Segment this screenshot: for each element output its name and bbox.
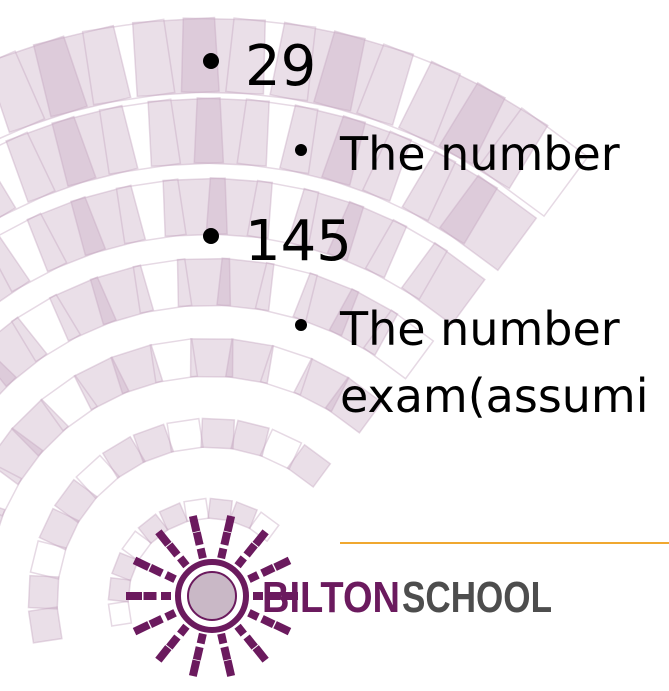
emblem-dash [197,633,207,645]
emblem-dash [164,609,176,621]
emblem-dash [144,592,157,600]
emblem-lion [188,572,236,620]
emblem-dash [133,557,151,571]
emblem-dash [166,542,180,557]
bullet-dot [203,53,219,69]
emblem-dash [189,660,200,677]
emblem-dash [224,515,235,532]
emblem-dash [217,548,227,560]
emblem-dash [220,531,231,545]
bullet-dot [203,228,219,244]
emblem-dash [155,529,171,546]
emblem-dash [161,592,171,600]
emblem-dash [177,624,189,637]
sub-bullet-dot [295,319,307,331]
emblem-dash [253,529,269,546]
sub-bullet-dot [295,144,307,156]
emblem-dash [189,515,200,532]
emblem-dash [166,634,180,649]
emblem-dash [273,621,291,635]
emblem-dash [224,660,235,677]
emblem-dash [149,615,164,628]
emblem-dash [234,624,246,637]
emblem-dash [234,555,246,568]
emblem-dash [193,646,204,660]
logo-text-2: SCHOOL [402,573,552,622]
bullet-text: 29 [245,34,316,99]
emblem-dash [247,609,259,621]
emblem-dash [243,542,257,557]
emblem-dash [164,571,176,583]
sub-bullet-text: exam(assumi [340,369,649,423]
emblem-dash [155,645,171,662]
emblem-dash [247,571,259,583]
emblem-dash [133,621,151,635]
bullet-text: 145 [245,209,352,274]
emblem-dash [193,531,204,545]
emblem-dash [177,555,189,568]
emblem-dash [220,646,231,660]
emblem-dash [253,645,269,662]
emblem-dash [273,557,291,571]
emblem-dash [126,592,142,600]
logo-text-1: BILTON [262,573,400,622]
slide: BILTON SCHOOL 29 The number 145 The number e… [0,0,669,691]
emblem-dash [197,548,207,560]
emblem-dash [149,564,164,577]
sub-bullet-text: The number [339,302,620,356]
sub-bullet-text: The number [339,127,620,181]
emblem-dash [217,633,227,645]
emblem-dash [243,634,257,649]
slide-content: BILTON SCHOOL 29 The number 145 The number e… [0,0,669,691]
